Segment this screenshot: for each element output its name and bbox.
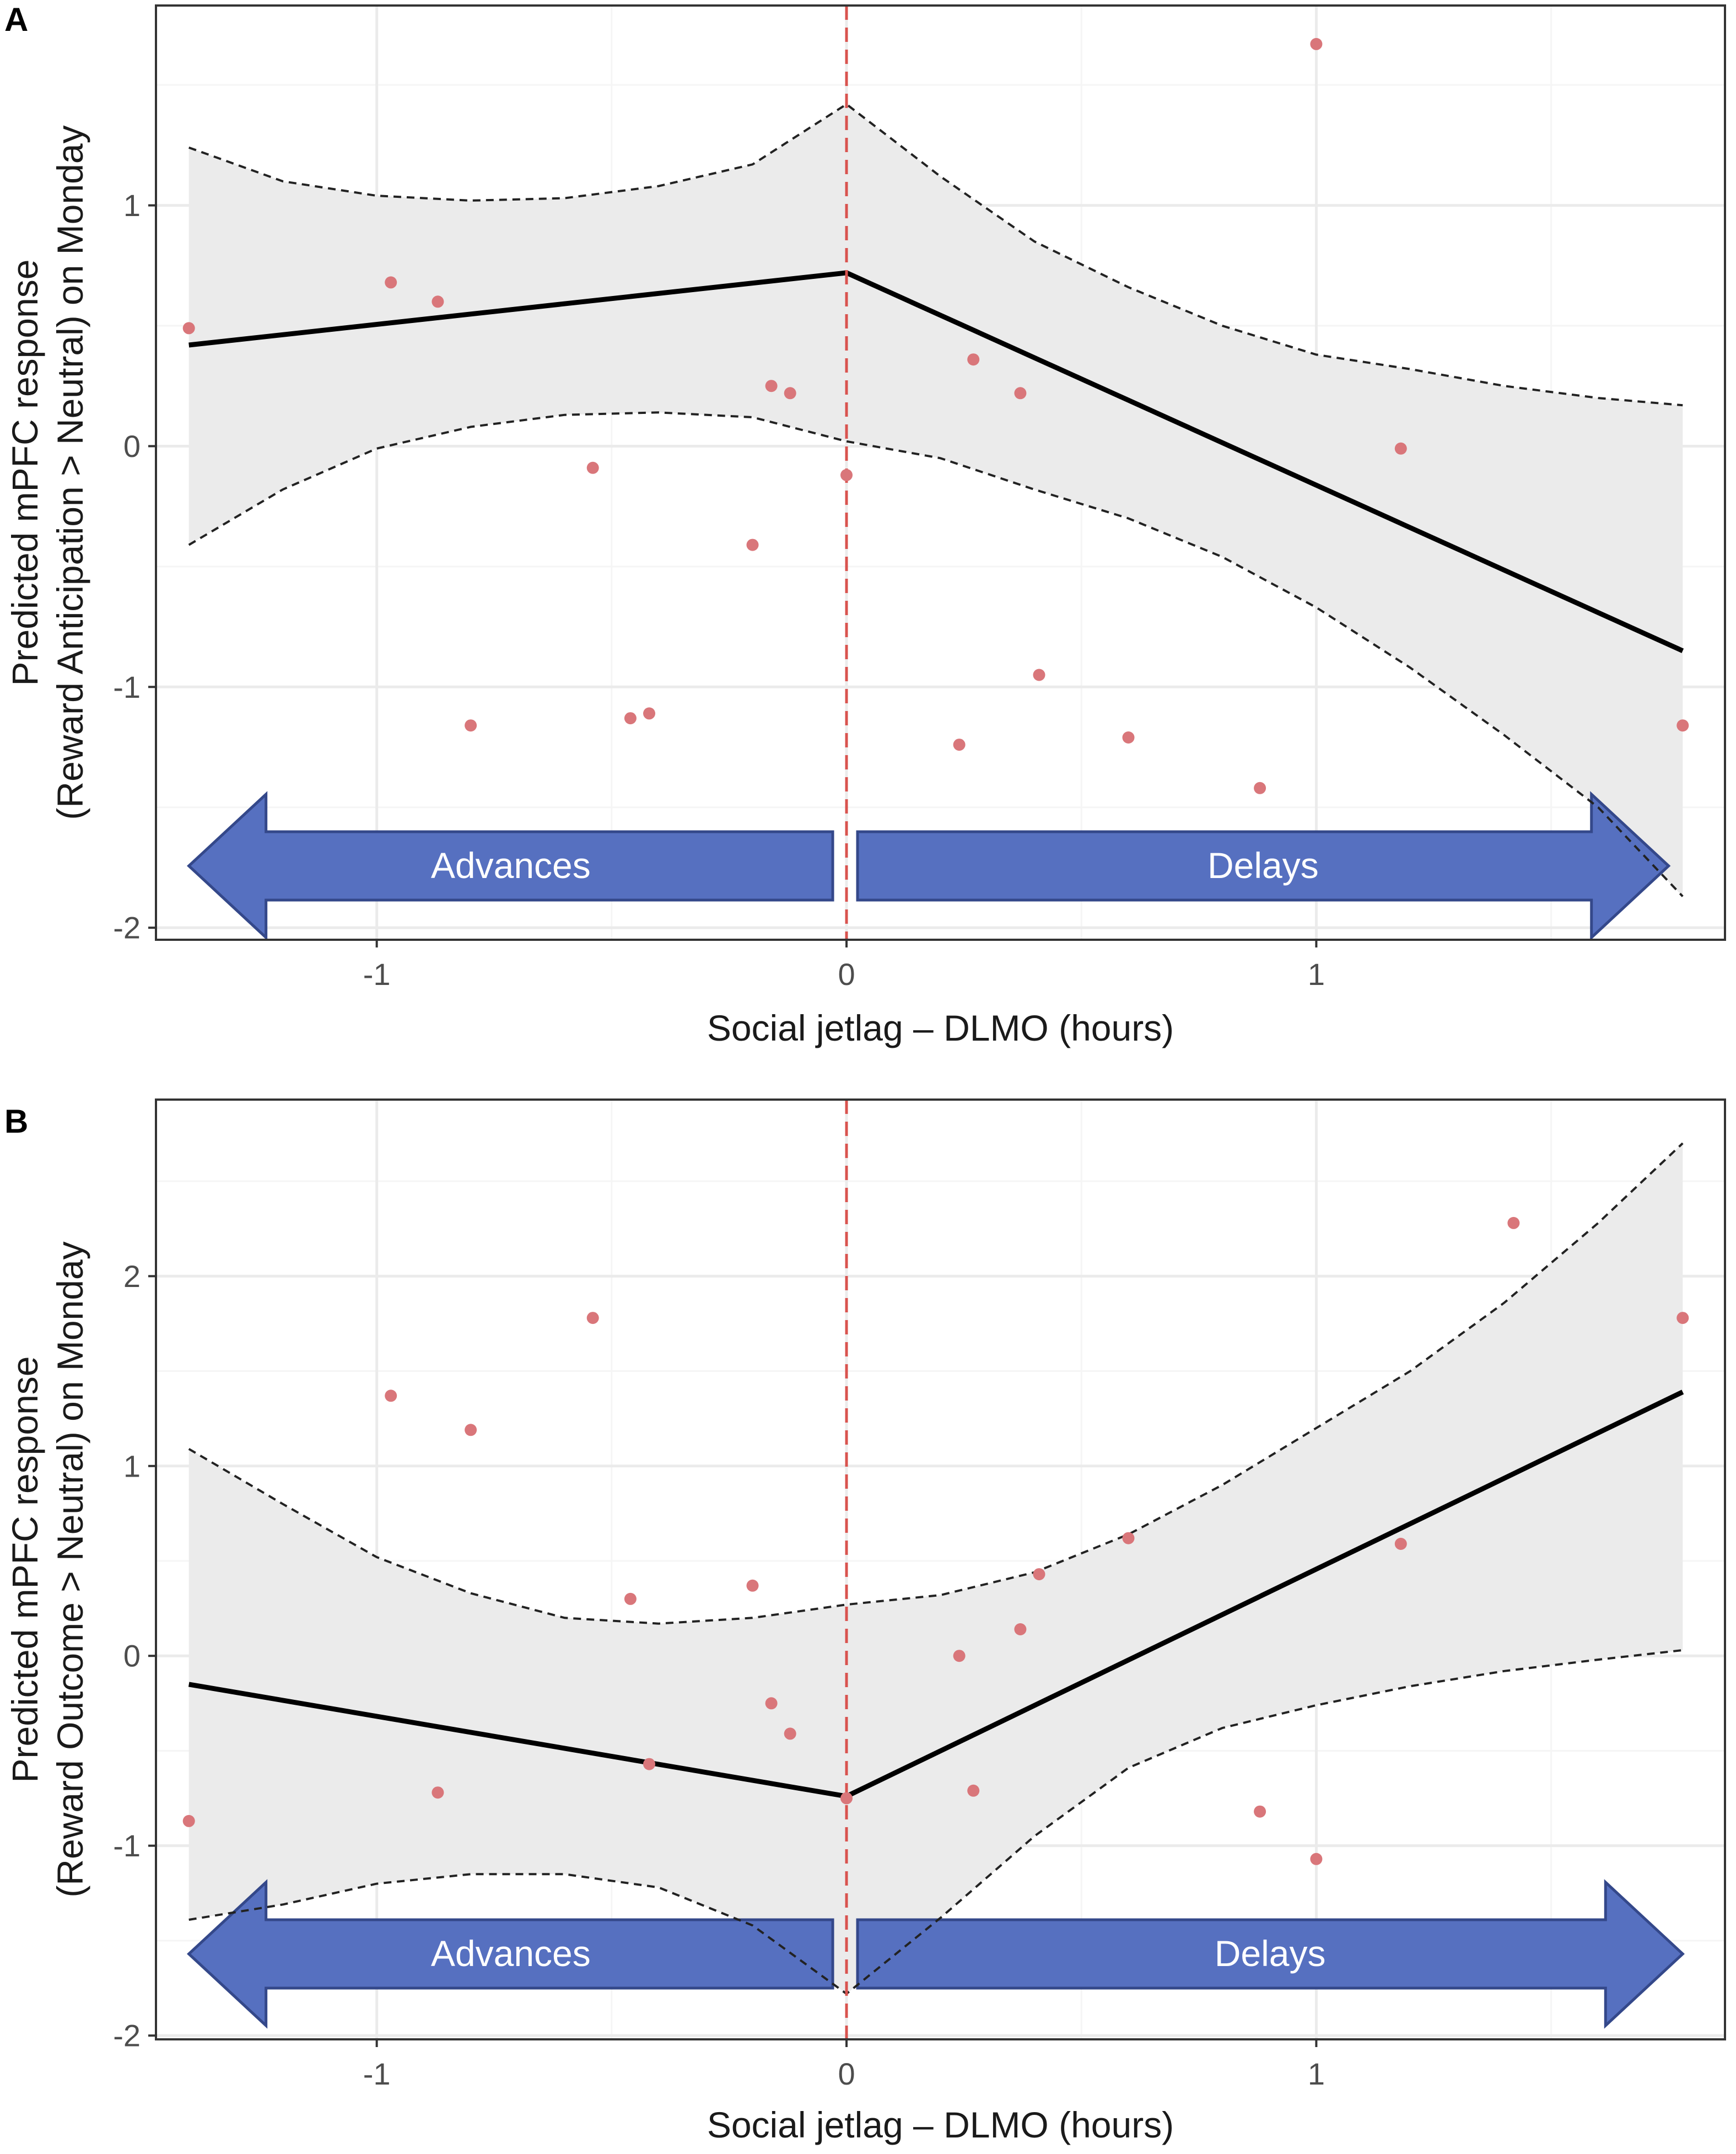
plot-border bbox=[155, 4, 1726, 941]
data-point bbox=[784, 1727, 796, 1740]
data-point bbox=[967, 1784, 980, 1797]
data-point bbox=[1122, 731, 1135, 744]
x-tick-label: 1 bbox=[1308, 2056, 1325, 2091]
data-point bbox=[1033, 1568, 1045, 1581]
data-point bbox=[465, 719, 477, 732]
lower-ci-line bbox=[188, 1649, 1683, 1995]
data-point bbox=[840, 469, 853, 481]
data-point bbox=[643, 707, 655, 720]
data-point bbox=[1014, 1623, 1027, 1635]
plot-border bbox=[155, 1098, 1726, 2040]
data-point bbox=[182, 322, 195, 335]
data-point bbox=[746, 538, 759, 551]
data-point bbox=[953, 1650, 966, 1662]
data-point bbox=[432, 295, 444, 308]
data-point bbox=[1122, 1532, 1135, 1544]
data-point bbox=[1310, 37, 1323, 50]
data-point bbox=[1310, 1853, 1323, 1865]
data-point bbox=[746, 1579, 759, 1592]
data-point bbox=[1394, 442, 1407, 455]
arrow-label: Delays bbox=[1207, 845, 1319, 886]
data-point bbox=[1676, 719, 1689, 732]
x-tick-label: -1 bbox=[363, 2056, 391, 2091]
delays-arrow bbox=[856, 1879, 1685, 2029]
data-point bbox=[432, 1786, 444, 1799]
data-point bbox=[586, 461, 599, 474]
panel-a: A Advances Delays -1 0 1 -2 -1 0 1 Social jetlag –… bbox=[4, 1, 1726, 1048]
y-tick-label: 0 bbox=[123, 1639, 141, 1673]
y-axis-title-line: Predicted mPFC response bbox=[4, 260, 45, 686]
data-point bbox=[784, 387, 796, 400]
x-tick-label: 1 bbox=[1308, 957, 1325, 992]
data-point bbox=[586, 1312, 599, 1324]
y-tick-label: 2 bbox=[123, 1259, 141, 1294]
data-point bbox=[840, 1792, 853, 1805]
upper-ci-line bbox=[188, 103, 1683, 407]
data-point bbox=[624, 1592, 637, 1605]
x-tick-label: 0 bbox=[838, 957, 855, 992]
data-point bbox=[765, 380, 778, 392]
data-point bbox=[1014, 387, 1027, 400]
lower-ci-line bbox=[188, 411, 1684, 897]
advances-arrow bbox=[186, 1879, 834, 2029]
delays-arrow bbox=[856, 791, 1671, 941]
x-tick-label: -1 bbox=[363, 957, 391, 992]
y-axis-title-line: (Reward Outcome > Neutral) on Monday bbox=[50, 1241, 90, 1897]
y-tick-label: -2 bbox=[113, 2018, 141, 2053]
data-point bbox=[643, 1758, 655, 1770]
data-point bbox=[953, 739, 966, 751]
arrow-label: Advances bbox=[431, 845, 591, 886]
data-point bbox=[1254, 782, 1266, 794]
x-axis-title: Social jetlag – DLMO (hours) bbox=[707, 2104, 1174, 2145]
data-point bbox=[624, 712, 637, 725]
x-tick-label: 0 bbox=[838, 2056, 855, 2091]
data-point bbox=[1254, 1805, 1266, 1818]
data-point bbox=[1033, 669, 1045, 681]
data-point bbox=[1676, 1312, 1689, 1324]
panel-label: B bbox=[4, 1103, 28, 1140]
data-point bbox=[385, 276, 397, 289]
y-tick-label: -2 bbox=[113, 911, 141, 945]
advances-arrow bbox=[186, 791, 834, 941]
data-point bbox=[1507, 1216, 1520, 1229]
data-point bbox=[385, 1390, 397, 1402]
y-axis-title-line: (Reward Anticipation > Neutral) on Monda… bbox=[50, 125, 90, 820]
arrow-label: Delays bbox=[1215, 1933, 1326, 1974]
data-point bbox=[1394, 1538, 1407, 1550]
panel-b: B Advances Delays -1 0 1 -2 -1 0 1 2 Social jetlag … bbox=[4, 1098, 1726, 2145]
panel-label: A bbox=[4, 1, 28, 38]
upper-ci-line bbox=[188, 1142, 1684, 1625]
data-point bbox=[182, 1814, 195, 1827]
data-point bbox=[765, 1697, 778, 1710]
confidence-band bbox=[188, 1143, 1683, 1994]
data-point bbox=[967, 353, 980, 366]
y-axis-title-line: Predicted mPFC response bbox=[4, 1356, 45, 1783]
y-tick-label: 1 bbox=[123, 1448, 141, 1483]
y-tick-label: 1 bbox=[123, 188, 141, 223]
y-tick-label: -1 bbox=[113, 1828, 141, 1863]
data-point bbox=[465, 1424, 477, 1436]
y-tick-label: -1 bbox=[113, 670, 141, 704]
x-axis-title: Social jetlag – DLMO (hours) bbox=[707, 1008, 1174, 1048]
arrow-label: Advances bbox=[431, 1933, 591, 1974]
y-tick-label: 0 bbox=[123, 429, 141, 464]
